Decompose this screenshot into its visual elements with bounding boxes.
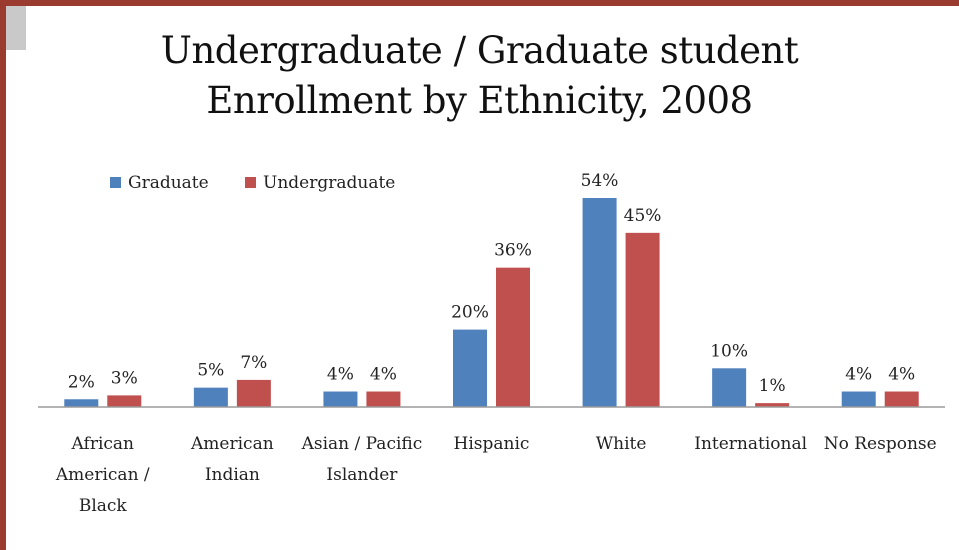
chart-title-line-1: Undergraduate / Graduate student (160, 29, 799, 72)
x-tick-label-2-1: Islander (326, 465, 398, 485)
data-label-graduate-5: 10% (710, 341, 748, 361)
bar-undergraduate-4 (625, 232, 660, 407)
x-tick-label-1-0: American (190, 434, 274, 454)
data-label-undergraduate-0: 3% (111, 368, 138, 388)
data-label-undergraduate-3: 36% (494, 241, 532, 261)
x-tick-label-5-0: International (694, 434, 807, 454)
data-label-graduate-6: 4% (845, 365, 872, 385)
x-tick-labels: African American / Black American Indian Asia… (55, 434, 937, 516)
data-label-graduate-4: 54% (581, 171, 619, 191)
bar-undergraduate-6 (884, 391, 919, 407)
x-tick-label-0-1: American / (55, 465, 150, 485)
bar-graduate-2 (323, 391, 358, 407)
bar-graduate-6 (841, 391, 876, 407)
legend-swatch-graduate (110, 177, 121, 188)
bar-graduate-1 (193, 387, 228, 407)
slide-corner-shadow (6, 6, 26, 50)
chart-legend: Graduate Undergraduate (110, 173, 395, 193)
bar-undergraduate-0 (107, 395, 142, 407)
x-tick-label-4-0: White (596, 434, 647, 454)
data-label-undergraduate-1: 7% (240, 353, 267, 373)
chart-title: Undergraduate / Graduate student Enrollm… (0, 26, 959, 126)
chart-bars: 2% 3% 5% 7% 4% 4% 20% 36% 54%45% 10% 1% 4% 4% (64, 171, 919, 407)
data-label-undergraduate-5: 1% (759, 376, 786, 396)
bar-undergraduate-1 (236, 379, 271, 407)
x-tick-label-0-2: Black (79, 496, 128, 516)
x-tick-label-2-0: Asian / Pacific (301, 434, 423, 454)
data-label-undergraduate-4: 45% (624, 206, 662, 226)
x-tick-label-1-1: Indian (205, 465, 260, 485)
bar-undergraduate-3 (496, 267, 530, 407)
x-tick-label-0-0: African (71, 434, 134, 454)
slide-frame-left (0, 0, 6, 550)
x-tick-label-3-0: Hispanic (454, 434, 530, 454)
slide-frame-top (0, 0, 959, 6)
legend-label-graduate: Graduate (128, 173, 209, 193)
legend-swatch-undergraduate (245, 177, 256, 188)
legend-label-undergraduate: Undergraduate (263, 173, 395, 193)
data-label-undergraduate-6: 4% (888, 365, 915, 385)
bar-graduate-0 (64, 399, 99, 407)
bar-graduate-5 (712, 368, 747, 407)
data-label-graduate-1: 5% (197, 361, 224, 381)
x-tick-label-6-0: No Response (824, 434, 937, 454)
data-label-undergraduate-2: 4% (370, 365, 397, 385)
data-label-graduate-0: 2% (68, 372, 95, 392)
chart-title-line-2: Enrollment by Ethnicity, 2008 (206, 79, 753, 122)
bar-undergraduate-5 (755, 403, 790, 407)
data-label-graduate-3: 20% (451, 303, 489, 323)
bar-undergraduate-2 (366, 391, 401, 407)
bar-graduate-3 (453, 329, 487, 407)
data-label-graduate-2: 4% (327, 365, 354, 385)
bar-graduate-4 (582, 198, 617, 407)
